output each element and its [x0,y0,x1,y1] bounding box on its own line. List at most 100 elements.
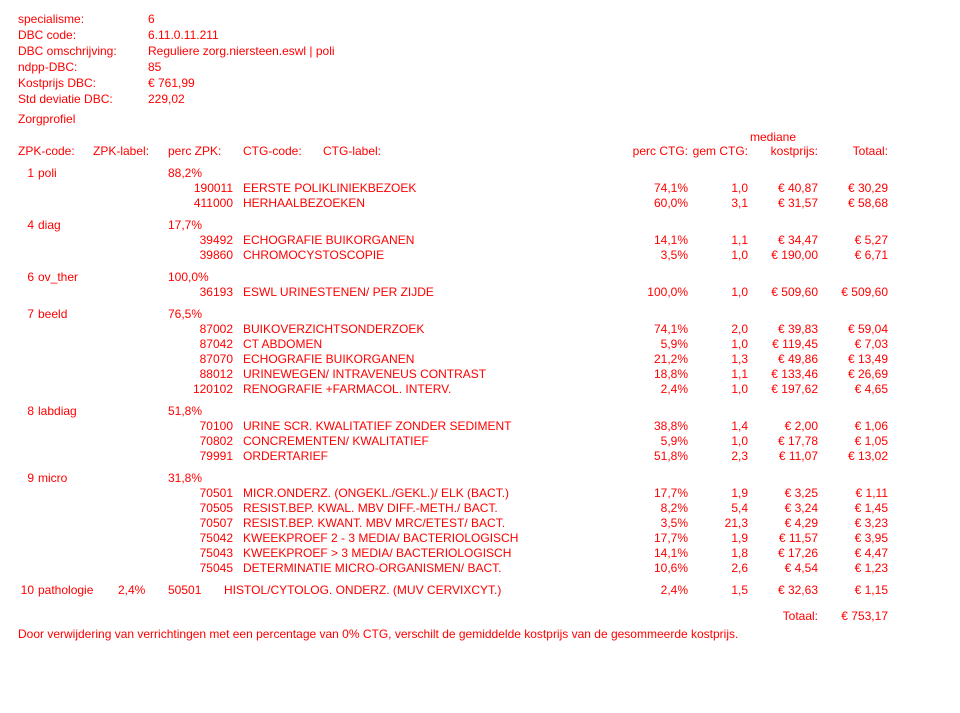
group-num: 10 [18,583,38,597]
value: Reguliere zorg.niersteen.eswl | poli [148,44,335,58]
perc-ctg: 10,6% [628,561,688,575]
grand-total-row: Totaal: € 753,17 [18,609,942,623]
kostprijs: € 11,07 [748,449,818,463]
kostprijs: € 509,60 [748,285,818,299]
table-row: 70505RESIST.BEP. KWAL. MBV DIFF.-METH./ … [18,501,942,515]
kostprijs: € 17,78 [748,434,818,448]
label: specialisme: [18,12,148,26]
col-perc-ctg: perc CTG: [628,144,688,158]
group-perc: 17,7% [168,218,243,232]
perc-ctg: 5,9% [628,434,688,448]
col-ctg-label: CTG-label: [323,144,628,158]
table-row: 190011EERSTE POLIKLINIEKBEZOEK74,1%1,0€ … [18,181,942,195]
perc-ctg: 3,5% [628,516,688,530]
group-perc: 31,8% [168,471,243,485]
kostprijs: € 17,26 [748,546,818,560]
table-row: 87042CT ABDOMEN5,9%1,0€ 119,45€ 7,03 [18,337,942,351]
ctg-label: CT ABDOMEN [243,337,628,351]
table-row: 39860CHROMOCYSTOSCOPIE3,5%1,0€ 190,00€ 6… [18,248,942,262]
data-table: 1poli88,2%190011EERSTE POLIKLINIEKBEZOEK… [18,166,942,597]
ctg-label: BUIKOVERZICHTSONDERZOEK [243,322,628,336]
table-row: 36193ESWL URINESTENEN/ PER ZIJDE100,0%1,… [18,285,942,299]
totaal: € 59,04 [818,322,888,336]
group-num: 8 [18,404,38,418]
perc-ctg: 17,7% [628,531,688,545]
column-headers: ZPK-code: ZPK-label: perc ZPK: CTG-code:… [18,144,942,158]
gem-ctg: 2,3 [688,449,748,463]
header-ndpp-dbc: ndpp-DBC: 85 [18,60,942,74]
kostprijs: € 32,63 [748,583,818,597]
table-row: 70802CONCREMENTEN/ KWALITATIEF5,9%1,0€ 1… [18,434,942,448]
perc-ctg: 60,0% [628,196,688,210]
totaal: € 1,11 [818,486,888,500]
table-row: 411000HERHAALBEZOEKEN60,0%3,1€ 31,57€ 58… [18,196,942,210]
kostprijs: € 3,25 [748,486,818,500]
totaal: € 13,49 [818,352,888,366]
gem-ctg: 3,1 [688,196,748,210]
ctg-code: 120102 [168,382,243,396]
header-specialisme: specialisme: 6 [18,12,942,26]
kostprijs: € 49,86 [748,352,818,366]
ctg-code: 39492 [168,233,243,247]
perc-ctg: 74,1% [628,322,688,336]
gem-ctg: 5,4 [688,501,748,515]
ctg-label: CHROMOCYSTOSCOPIE [243,248,628,262]
gem-ctg: 2,0 [688,322,748,336]
totaal: € 1,06 [818,419,888,433]
kostprijs: € 11,57 [748,531,818,545]
gem-ctg: 1,9 [688,531,748,545]
grand-total-value: € 753,17 [818,609,888,623]
label: ndpp-DBC: [18,60,148,74]
group-num: 6 [18,270,38,284]
col-zpk-code: ZPK-code: [18,144,93,158]
totaal: € 1,15 [818,583,888,597]
col-perc-zpk: perc ZPK: [168,144,243,158]
group-num: 4 [18,218,38,232]
totaal: € 509,60 [818,285,888,299]
group-row: 7beeld76,5% [18,307,942,321]
perc-ctg: 17,7% [628,486,688,500]
ctg-code: 75043 [168,546,243,560]
kostprijs: € 119,45 [748,337,818,351]
ctg-code: 411000 [168,196,243,210]
kostprijs: € 190,00 [748,248,818,262]
kostprijs: € 2,00 [748,419,818,433]
totaal: € 6,71 [818,248,888,262]
group-label: diag [38,218,168,232]
ctg-code: 39860 [168,248,243,262]
gem-ctg: 2,6 [688,561,748,575]
ctg-label: ECHOGRAFIE BUIKORGANEN [243,352,628,366]
group-row: 4diag17,7% [18,218,942,232]
totaal: € 13,02 [818,449,888,463]
label: Std deviatie DBC: [18,92,148,106]
header-std-deviatie-dbc: Std deviatie DBC: 229,02 [18,92,942,106]
mediane-line: mediane [18,130,942,144]
totaal: € 5,27 [818,233,888,247]
perc-ctg: 51,8% [628,449,688,463]
ctg-code: 70501 [168,486,243,500]
ctg-label: URINE SCR. KWALITATIEF ZONDER SEDIMENT [243,419,628,433]
gem-ctg: 1,4 [688,419,748,433]
header-dbc-code: DBC code: 6.11.0.11.211 [18,28,942,42]
gem-ctg: 1,0 [688,181,748,195]
table-row: 75042KWEEKPROEF 2 - 3 MEDIA/ BACTERIOLOG… [18,531,942,545]
group-label: labdiag [38,404,168,418]
group-label: beeld [38,307,168,321]
group-row: 6ov_ther100,0% [18,270,942,284]
group-label: poli [38,166,168,180]
table-row: 87070ECHOGRAFIE BUIKORGANEN21,2%1,3€ 49,… [18,352,942,366]
group-row-inline: 10pathologie2,4%50501HISTOL/CYTOLOG. OND… [18,583,942,597]
group-perc: 76,5% [168,307,243,321]
group-row: 9micro31,8% [18,471,942,485]
value: € 761,99 [148,76,195,90]
totaal: € 58,68 [818,196,888,210]
ctg-label: EERSTE POLIKLINIEKBEZOEK [243,181,628,195]
ctg-label: ESWL URINESTENEN/ PER ZIJDE [243,285,628,299]
footnote: Door verwijdering van verrichtingen met … [18,627,942,641]
totaal: € 26,69 [818,367,888,381]
ctg-code: 75042 [168,531,243,545]
group-perc: 88,2% [168,166,243,180]
ctg-label: RESIST.BEP. KWANT. MBV MRC/ETEST/ BACT. [243,516,628,530]
totaal: € 4,65 [818,382,888,396]
table-row: 88012URINEWEGEN/ INTRAVENEUS CONTRAST18,… [18,367,942,381]
